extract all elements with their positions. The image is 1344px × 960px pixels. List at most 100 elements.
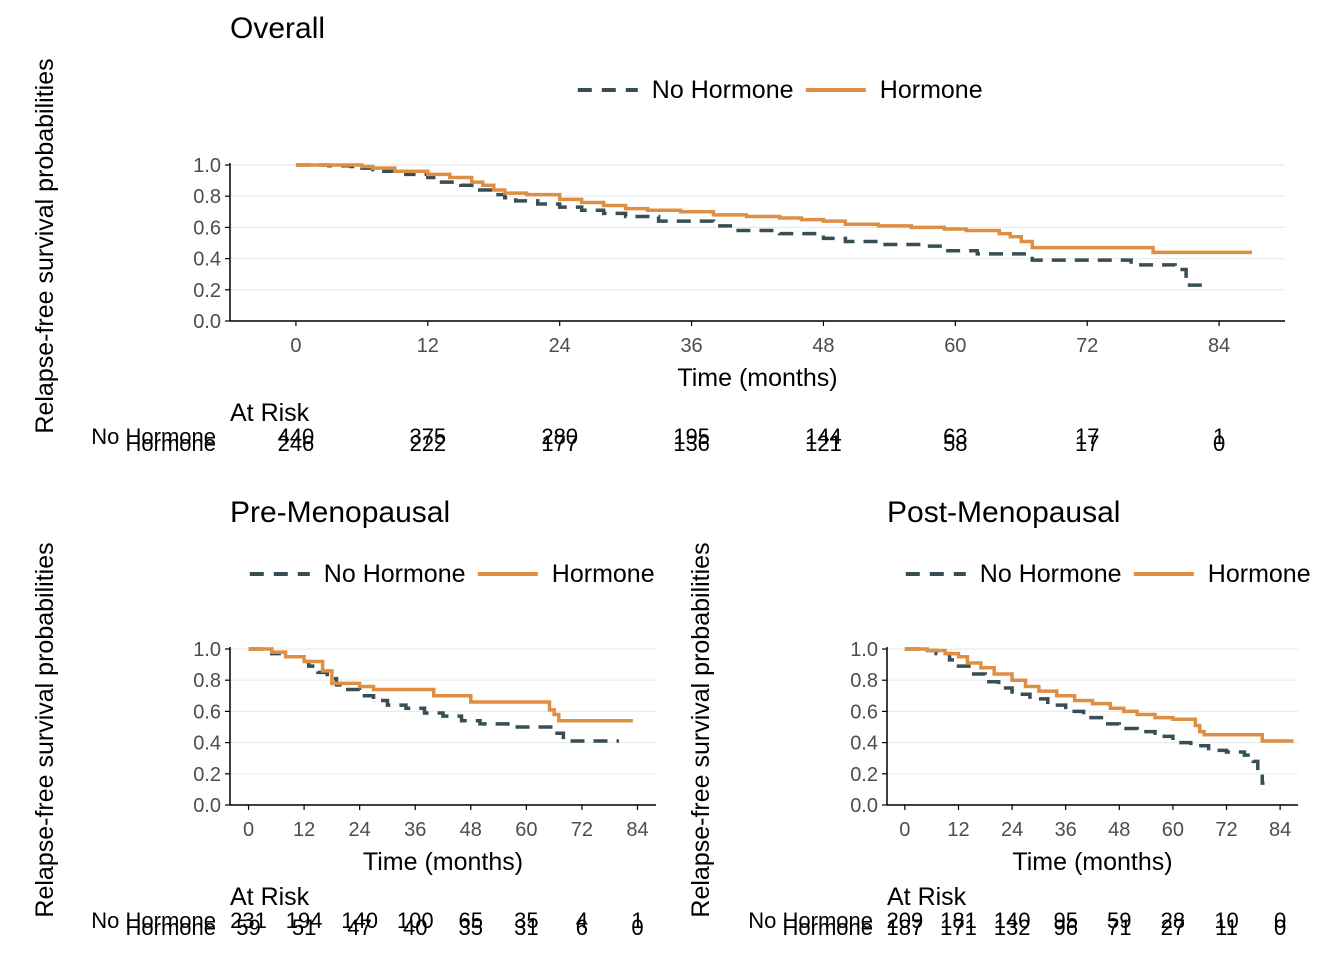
y-tick-label: 1.0 (193, 639, 221, 661)
at-risk-count: 132 (994, 915, 1031, 940)
at-risk-title: At Risk (887, 883, 967, 911)
legend-label-no-hormone: No Hormone (980, 560, 1122, 588)
at-risk-row-label-hormone: Hormone (126, 431, 216, 456)
at-risk-count: 194 (286, 908, 323, 933)
y-tick-label: 0.8 (850, 670, 878, 692)
x-tick-label: 60 (515, 819, 537, 841)
at-risk-row-label-no-hormone: No Hormone (748, 908, 873, 933)
at-risk-count: 0 (631, 915, 643, 940)
at-risk-count: 71 (1107, 915, 1131, 940)
x-tick-label: 12 (417, 335, 439, 357)
at-risk-count: 65 (459, 908, 483, 933)
chart-title: Pre-Menopausal (230, 496, 450, 529)
survival-curve-no-hormone (295, 163, 1209, 287)
x-tick-label: 48 (460, 819, 482, 841)
x-tick-label: 0 (899, 819, 910, 841)
legend: No Hormone Hormone (905, 560, 1311, 588)
at-risk-count: 375 (409, 424, 446, 449)
x-tick-label: 12 (293, 819, 315, 841)
survival-curve-hormone (295, 163, 1253, 255)
at-risk-count: 440 (278, 424, 315, 449)
at-risk-count: 209 (887, 908, 924, 933)
x-tick-label: 84 (1269, 819, 1291, 841)
y-tick-label: 0.6 (193, 701, 221, 723)
at-risk-count: 140 (341, 908, 378, 933)
legend-label-no-hormone: No Hormone (652, 76, 794, 104)
x-tick-label: 0 (290, 335, 301, 357)
at-risk-count: 171 (940, 915, 977, 940)
at-risk-count: 28 (1161, 908, 1185, 933)
at-risk-row-label-no-hormone: No Hormone (91, 908, 216, 933)
y-tick-label: 0.0 (850, 795, 878, 817)
at-risk-count: 0 (1213, 431, 1225, 456)
at-risk-row-label-hormone: Hormone (783, 915, 873, 940)
at-risk-count: 6 (576, 915, 588, 940)
y-tick-label: 1.0 (850, 639, 878, 661)
chart-title: Overall (230, 12, 325, 45)
chart-title: Post-Menopausal (887, 496, 1120, 529)
at-risk-count: 95 (1053, 908, 1077, 933)
x-axis-label: Time (months) (1012, 848, 1172, 876)
at-risk-count: 280 (541, 424, 578, 449)
at-risk-count: 58 (943, 431, 967, 456)
at-risk-row-label-hormone: Hormone (126, 915, 216, 940)
y-tick-label: 0.6 (193, 217, 221, 239)
at-risk-count: 222 (409, 431, 446, 456)
at-risk-table: At Risk No Hormone 209 181 140 95 59 28 10 0 Hormo… (748, 883, 1286, 940)
at-risk-title: At Risk (230, 399, 310, 427)
x-tick-label: 36 (1055, 819, 1077, 841)
y-tick-label: 0.6 (850, 701, 878, 723)
survival-curve-hormone (904, 647, 1294, 743)
at-risk-count: 1 (1213, 424, 1225, 449)
legend-label-hormone: Hormone (1208, 560, 1311, 588)
legend-label-hormone: Hormone (552, 560, 655, 588)
legend: No Hormone Hormone (249, 560, 655, 588)
at-risk-count: 27 (1161, 915, 1185, 940)
y-tick-label: 0.4 (193, 249, 221, 271)
y-tick-label: 0.4 (193, 733, 221, 755)
at-risk-count: 231 (230, 908, 267, 933)
at-risk-count: 1 (631, 908, 643, 933)
x-tick-label: 24 (349, 819, 371, 841)
legend-label-no-hormone: No Hormone (324, 560, 466, 588)
x-tick-label: 84 (626, 819, 648, 841)
at-risk-count: 11 (1215, 915, 1238, 940)
at-risk-count: 17 (1075, 431, 1099, 456)
x-tick-label: 48 (1108, 819, 1130, 841)
x-tick-label: 36 (680, 335, 702, 357)
at-risk-count: 181 (940, 908, 977, 933)
at-risk-count: 47 (347, 915, 371, 940)
at-risk-count: 31 (514, 915, 538, 940)
at-risk-count: 0 (1274, 908, 1286, 933)
x-tick-label: 60 (944, 335, 966, 357)
y-tick-label: 0.4 (850, 733, 878, 755)
at-risk-count: 100 (397, 908, 434, 933)
x-tick-label: 72 (571, 819, 593, 841)
at-risk-count: 40 (403, 915, 427, 940)
at-risk-count: 144 (805, 424, 842, 449)
x-tick-label: 12 (947, 819, 969, 841)
at-risk-count: 96 (1053, 915, 1077, 940)
at-risk-count: 17 (1075, 424, 1099, 449)
at-risk-count: 140 (994, 908, 1031, 933)
x-tick-label: 72 (1215, 819, 1237, 841)
legend: No Hormone Hormone (577, 76, 983, 104)
legend-label-hormone: Hormone (880, 76, 983, 104)
y-tick-label: 0.0 (193, 311, 221, 333)
at-risk-row-label-no-hormone: No Hormone (91, 424, 216, 449)
at-risk-count: 246 (278, 431, 315, 456)
x-tick-label: 84 (1208, 335, 1230, 357)
x-tick-label: 0 (243, 819, 254, 841)
survival-curve-hormone (248, 647, 633, 723)
at-risk-count: 51 (292, 915, 316, 940)
x-tick-label: 48 (812, 335, 834, 357)
y-tick-label: 0.8 (193, 670, 221, 692)
at-risk-count: 4 (576, 908, 588, 933)
at-risk-count: 136 (673, 431, 710, 456)
x-tick-label: 24 (549, 335, 571, 357)
x-tick-label: 24 (1001, 819, 1023, 841)
